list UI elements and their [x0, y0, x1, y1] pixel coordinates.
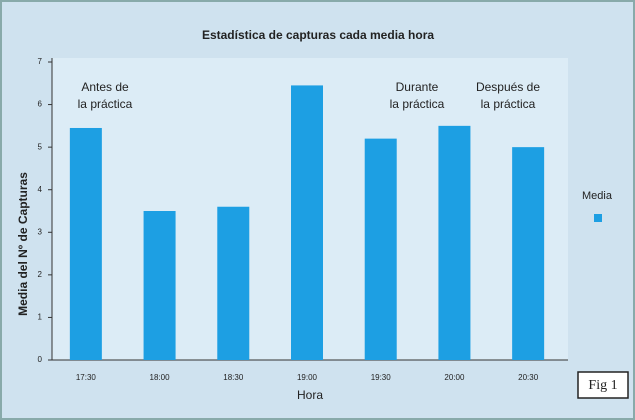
x-tick-label: 17:30 — [76, 373, 97, 382]
legend-label: Media — [582, 190, 613, 202]
annotation: la práctica — [78, 97, 133, 111]
bar — [217, 206, 250, 360]
bar — [512, 147, 545, 360]
bar — [291, 85, 323, 361]
annotation: la práctica — [390, 97, 445, 111]
y-tick-label: 7 — [38, 57, 43, 66]
bar — [143, 211, 176, 360]
x-tick-label: 18:30 — [223, 373, 244, 382]
annotation: Después de — [476, 80, 540, 94]
y-axis-label: Media del Nº de Capturas — [16, 172, 30, 316]
y-tick-label: 0 — [38, 355, 43, 364]
figure-label: Fig 1 — [588, 378, 617, 393]
annotation: Durante — [396, 80, 439, 94]
x-tick-label: 20:00 — [444, 373, 465, 382]
bar — [69, 127, 102, 360]
legend-swatch — [594, 214, 602, 222]
y-tick-label: 3 — [38, 227, 43, 236]
figure-label-box — [577, 371, 629, 399]
y-tick-label: 4 — [38, 185, 43, 194]
x-axis-label: Hora — [297, 388, 323, 402]
annotation: Antes de — [81, 80, 129, 94]
x-tick-label: 19:00 — [297, 373, 318, 382]
bar — [364, 138, 397, 360]
y-tick-label: 2 — [38, 270, 43, 279]
bar — [438, 125, 471, 360]
y-tick-label: 1 — [38, 313, 43, 322]
chart-title: Estadística de capturas cada media hora — [202, 28, 434, 42]
annotation: la práctica — [481, 97, 536, 111]
x-tick-label: 19:30 — [371, 373, 392, 382]
x-tick-label: 20:30 — [518, 373, 539, 382]
y-tick-label: 6 — [38, 100, 43, 109]
x-tick-label: 18:00 — [150, 373, 171, 382]
y-tick-label: 5 — [38, 142, 43, 151]
